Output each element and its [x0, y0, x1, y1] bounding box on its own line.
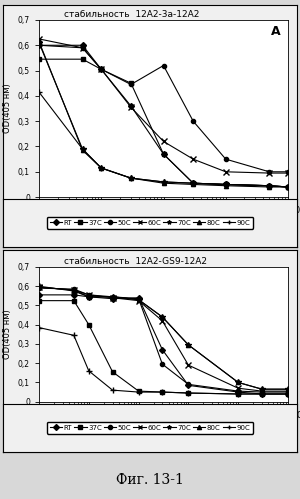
- Legend: RT, 37C, 50C, 60C, 70C, 80C, 90C: RT, 37C, 50C, 60C, 70C, 80C, 90C: [47, 217, 253, 229]
- Text: стабильность  12A2-3а-12A2: стабильность 12A2-3а-12A2: [64, 10, 199, 19]
- Text: Фиг. 13-1: Фиг. 13-1: [116, 473, 184, 487]
- Text: A: A: [271, 25, 281, 38]
- Text: стабильность  12A2-GS9-12A2: стабильность 12A2-GS9-12A2: [64, 257, 207, 266]
- Y-axis label: OD(405 нм): OD(405 нм): [3, 309, 12, 359]
- Y-axis label: OD(405 нм): OD(405 нм): [3, 84, 12, 133]
- X-axis label: разведение: разведение: [137, 425, 190, 434]
- X-axis label: разведение: разведение: [137, 221, 190, 230]
- Legend: RT, 37C, 50C, 60C, 70C, 80C, 90C: RT, 37C, 50C, 60C, 70C, 80C, 90C: [47, 422, 253, 434]
